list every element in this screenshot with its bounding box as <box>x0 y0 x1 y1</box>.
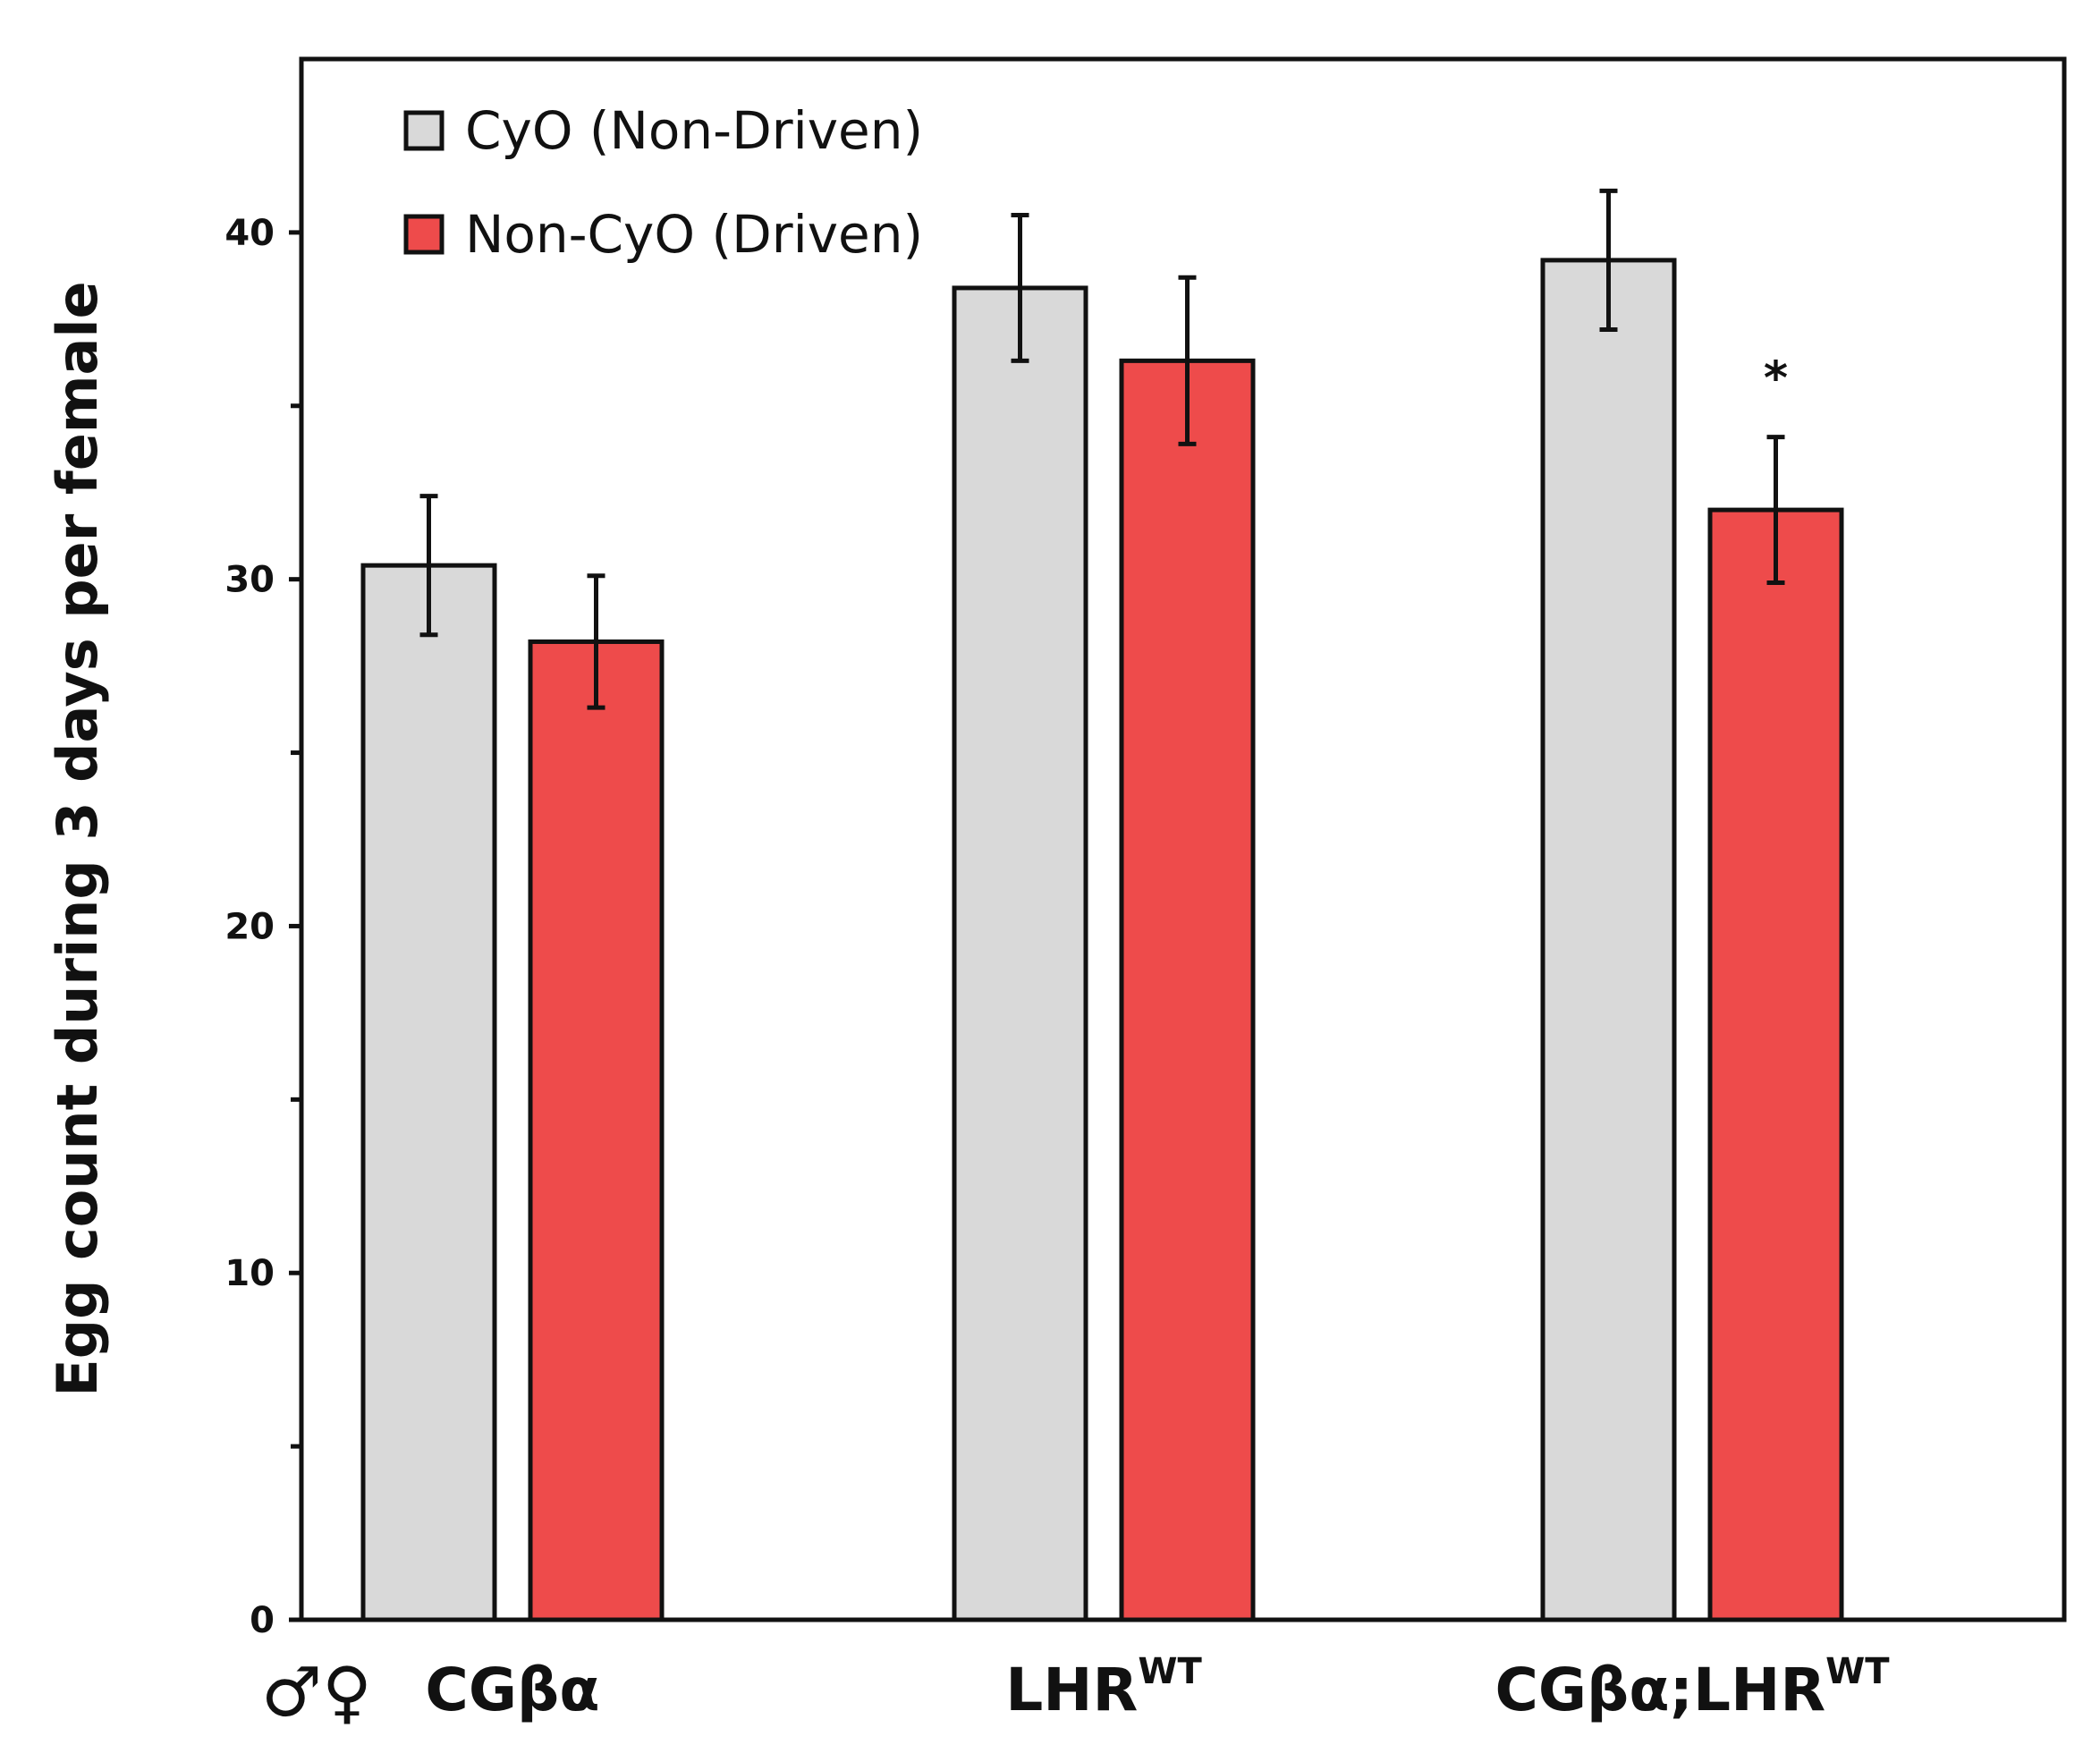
error-bar <box>1178 275 1197 446</box>
y-tick-label: 10 <box>224 1253 275 1294</box>
x-category-label-superscript: WT <box>1825 1651 1890 1692</box>
bar-noncyo-1 <box>528 639 665 1622</box>
legend-label: Non-CyO (Driven) <box>465 204 923 265</box>
sex-symbols-label: ♂♀ <box>261 1652 372 1732</box>
bar-cyo-1 <box>360 563 497 1622</box>
error-bar <box>1599 188 1618 332</box>
y-tick-label: 30 <box>224 560 275 601</box>
bar-cyo-3 <box>1540 258 1677 1622</box>
y-tick-label: 40 <box>224 213 275 254</box>
bar-noncyo-2 <box>1119 358 1256 1622</box>
x-category-label-main: CGβα;LHR <box>1495 1656 1825 1724</box>
significance-asterisk: * <box>1764 352 1788 406</box>
bars-layer <box>360 258 1844 1622</box>
error-bar <box>419 494 438 638</box>
error-bar <box>1766 435 1785 586</box>
x-category-label: CGβα <box>425 1656 599 1724</box>
x-category-label: LHRWT <box>1005 1651 1202 1724</box>
x-category-label: CGβα;LHRWT <box>1495 1651 1890 1724</box>
bar-noncyo-3 <box>1707 507 1844 1622</box>
error-bars-layer <box>419 188 1785 710</box>
error-bar <box>587 573 605 710</box>
x-category-label-main: CGβα <box>425 1656 599 1724</box>
plot-frame <box>299 56 2067 1622</box>
legend-swatch <box>403 110 445 151</box>
legend-item: CyO (Non-Driven) <box>403 100 923 161</box>
x-category-label-superscript: WT <box>1138 1651 1202 1692</box>
legend: CyO (Non-Driven) Non-CyO (Driven) <box>403 100 923 265</box>
legend-label: CyO (Non-Driven) <box>465 100 923 161</box>
y-axis-label: Egg count during 3 days per female <box>45 281 110 1396</box>
legend-item: Non-CyO (Driven) <box>403 204 923 265</box>
bar-cyo-2 <box>952 285 1088 1622</box>
y-tick-label: 0 <box>250 1600 275 1641</box>
error-bar <box>1011 213 1029 363</box>
legend-swatch <box>403 214 445 255</box>
x-category-label-main: LHR <box>1005 1656 1138 1724</box>
y-tick-label: 20 <box>224 906 275 947</box>
